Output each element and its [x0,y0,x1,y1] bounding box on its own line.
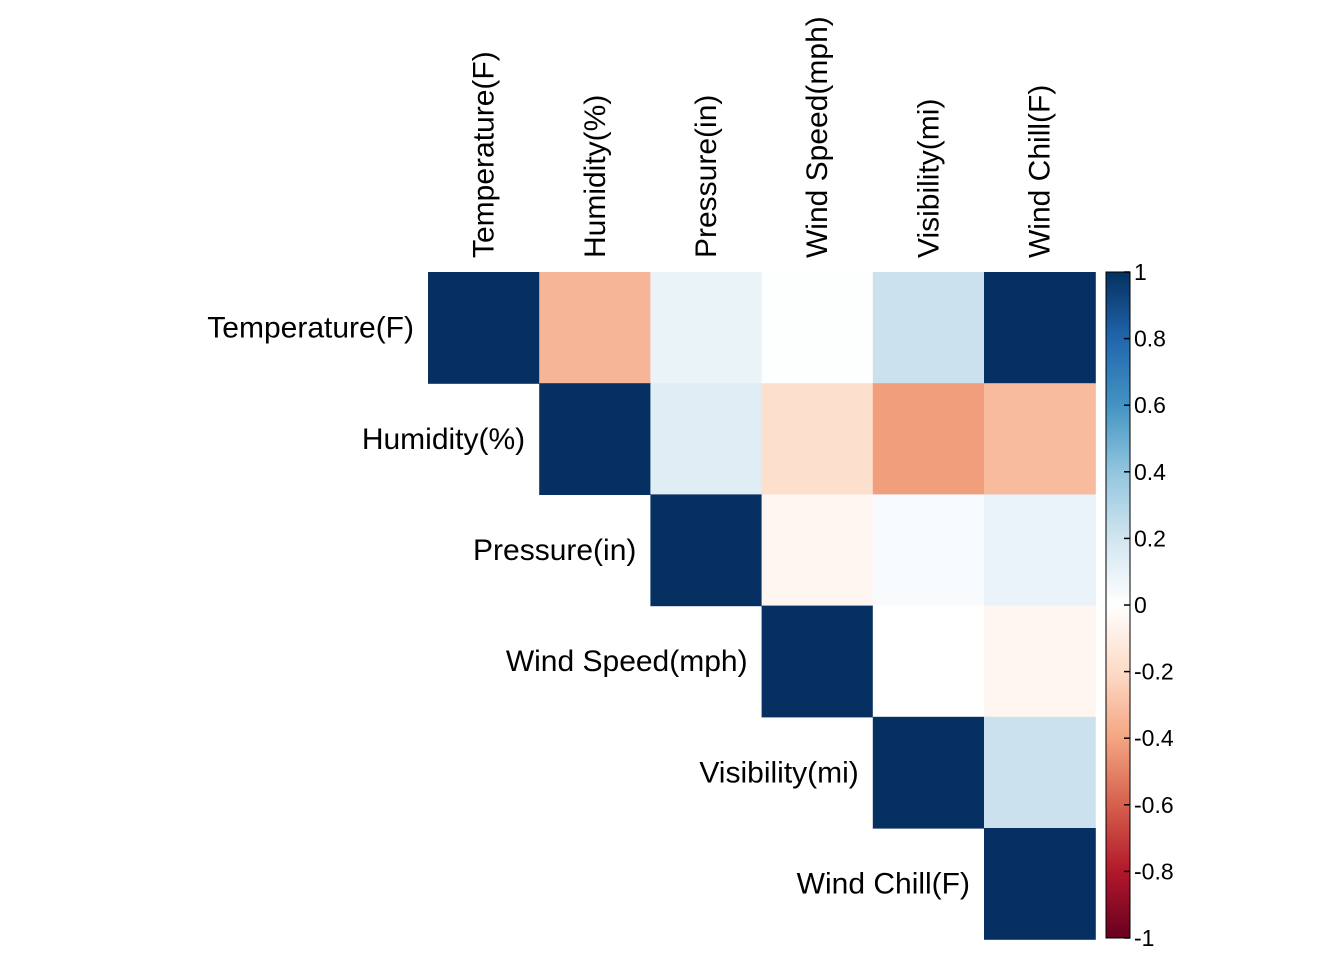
heatmap-cells [428,272,1096,940]
colorbar-tick-label: 0.6 [1134,392,1166,418]
row-label-wind-chill-f: Wind Chill(F) [797,868,970,901]
heatmap-cell-temperature-f-wind-chill-f [984,272,1096,384]
colorbar-tick-label: -0.6 [1134,792,1174,818]
heatmap-cell-temperature-f-pressure-in [650,272,763,384]
column-label-temperature-f: Temperature(F) [468,51,501,258]
column-label-wind-speed-mph: Wind Speed(mph) [801,16,834,258]
colorbar-tick-label: 0.8 [1134,326,1166,352]
heatmap-cell-humidity-wind-chill-f [984,383,1096,495]
heatmap-cell-pressure-in-wind-chill-f [984,494,1096,607]
heatmap-cell-humidity-wind-speed-mph [761,383,874,495]
row-labels: Temperature(F) Humidity(%) Pressure(in) Win… [207,312,970,901]
column-labels: Temperature(F) Humidity(%) Pressure(in) Win… [468,16,1057,258]
heatmap-cell-humidity-visibility-mi [872,383,985,495]
heatmap-cell-wind-speed-mph-wind-chill-f [984,605,1096,718]
row-label-pressure-in: Pressure(in) [473,534,636,567]
colorbar-tick-label: 0.2 [1134,525,1166,551]
column-label-humidity: Humidity(%) [579,95,612,258]
heatmap-cell-temperature-f-visibility-mi [872,272,985,384]
column-label-visibility-mi: Visibility(mi) [912,99,945,258]
heatmap-cell-humidity-pressure-in [650,383,763,495]
row-label-temperature-f: Temperature(F) [207,312,414,345]
colorbar-tick-label: 0 [1134,592,1147,618]
colorbar-tick-label: -1 [1134,925,1154,951]
heatmap-cell-temperature-f-temperature-f [428,272,540,384]
heatmap-cell-wind-chill-f-wind-chill-f [984,828,1096,940]
colorbar-tick-label: 0.4 [1134,459,1166,485]
heatmap-cell-visibility-mi-visibility-mi [872,716,985,829]
row-label-humidity: Humidity(%) [362,423,525,456]
column-label-pressure-in: Pressure(in) [690,95,723,258]
colorbar-ticks: 1 0.8 0.6 0.4 0.2 0 -0.2 -0.4 -0.6 -0.8 -1 [1124,259,1174,951]
colorbar-tick-label: 1 [1134,259,1147,285]
column-label-wind-chill-f: Wind Chill(F) [1024,85,1057,258]
heatmap-cell-pressure-in-pressure-in [650,494,763,607]
heatmap-cell-pressure-in-visibility-mi [872,494,985,607]
colorbar-tick-label: -0.8 [1134,858,1174,884]
colorbar-tick-label: -0.4 [1134,725,1174,751]
colorbar-tick-label: -0.2 [1134,659,1174,685]
colorbar: 1 0.8 0.6 0.4 0.2 0 -0.2 -0.4 -0.6 -0.8 -1 [1105,259,1174,951]
heatmap-cell-wind-speed-mph-wind-speed-mph [761,605,874,718]
heatmap-cell-visibility-mi-wind-chill-f [984,716,1096,829]
heatmap-cell-pressure-in-wind-speed-mph [761,494,874,607]
row-label-wind-speed-mph: Wind Speed(mph) [506,645,748,678]
heatmap-cell-temperature-f-humidity [539,272,651,384]
row-label-visibility-mi: Visibility(mi) [699,756,858,789]
heatmap-cell-humidity-humidity [539,383,651,495]
heatmap-cell-temperature-f-wind-speed-mph [761,272,874,384]
heatmap-cell-wind-speed-mph-visibility-mi [872,605,985,718]
